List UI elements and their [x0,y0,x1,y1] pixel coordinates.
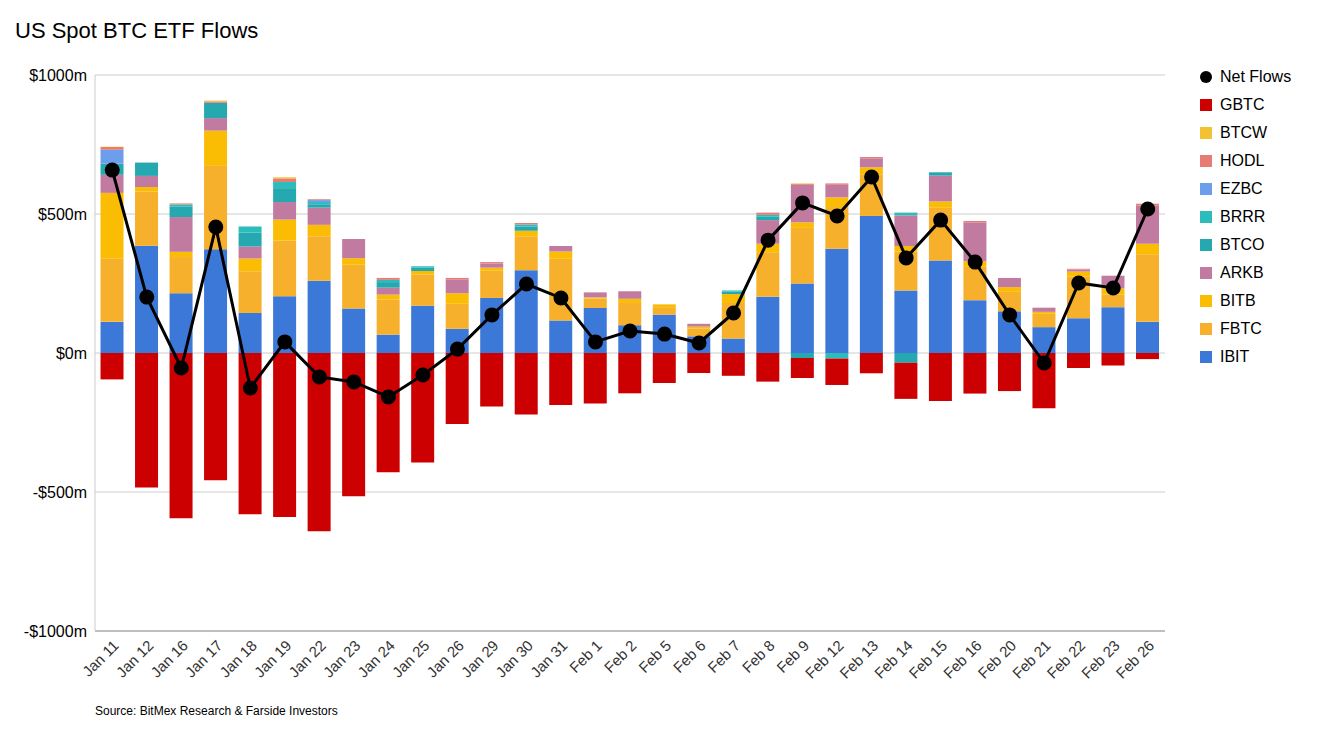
svg-text:Feb 22: Feb 22 [1043,637,1088,682]
svg-text:Jan 23: Jan 23 [320,637,364,681]
html-text:BTCO: BTCO [1220,236,1265,253]
svg-text:Feb 9: Feb 9 [773,636,813,676]
svg-text:Jan 22: Jan 22 [285,637,329,681]
svg-text:Feb 15: Feb 15 [905,637,950,682]
svg-text:Feb 21: Feb 21 [1009,637,1054,682]
html-text:Source: BitMex Research & Fars: Source: BitMex Research & Farside Invest… [95,704,338,718]
svg-text:Feb 20: Feb 20 [974,637,1019,682]
svg-text:Feb 7: Feb 7 [704,637,743,676]
svg-text:Jan 16: Jan 16 [147,637,191,681]
svg-text:Jan 25: Jan 25 [389,637,433,681]
svg-text:Feb 26: Feb 26 [1112,637,1157,682]
svg-text:Jan 19: Jan 19 [251,637,295,681]
svg-text:Feb 2: Feb 2 [601,637,640,676]
svg-text:Feb 16: Feb 16 [940,637,985,682]
svg-text:-$1000m: -$1000m [24,623,87,640]
svg-text:-$500m: -$500m [33,484,87,501]
html-text:ARKB: ARKB [1220,264,1264,281]
svg-text:Jan 30: Jan 30 [492,637,536,681]
svg-text:Jan 12: Jan 12 [113,637,157,681]
svg-text:Jan 24: Jan 24 [354,637,398,681]
html-text:Net Flows: Net Flows [1220,68,1292,85]
svg-text:Jan 11: Jan 11 [79,637,122,680]
svg-text:Jan 29: Jan 29 [458,637,502,681]
svg-text:Feb 6: Feb 6 [670,637,709,676]
html-text:EZBC: EZBC [1220,180,1263,197]
svg-text:Jan 18: Jan 18 [216,637,260,681]
html-text:IBIT: IBIT [1220,348,1250,365]
html-text:FBTC: FBTC [1220,320,1262,337]
svg-text:Jan 26: Jan 26 [423,637,467,681]
svg-text:$0m: $0m [56,345,87,362]
html-text:BRRR: BRRR [1220,208,1266,225]
svg-text:Jan 31: Jan 31 [527,637,571,681]
html-text:US Spot BTC ETF Flows: US Spot BTC ETF Flows [15,18,259,43]
html-text:BTCW: BTCW [1220,124,1268,141]
svg-text:Feb 8: Feb 8 [739,637,778,676]
svg-text:Feb 12: Feb 12 [802,637,847,682]
svg-text:Jan 17: Jan 17 [182,637,226,681]
svg-text:Feb 14: Feb 14 [871,637,916,682]
html-text:GBTC: GBTC [1220,96,1265,113]
svg-text:Feb 5: Feb 5 [635,637,674,676]
svg-text:$1000m: $1000m [29,67,87,84]
html-text:HODL: HODL [1220,152,1265,169]
svg-text:Feb 13: Feb 13 [836,637,881,682]
svg-text:Feb 23: Feb 23 [1078,637,1123,682]
svg-text:$500m: $500m [38,206,87,223]
svg-text:Feb 1: Feb 1 [566,637,605,676]
html-text:BITB: BITB [1220,292,1256,309]
